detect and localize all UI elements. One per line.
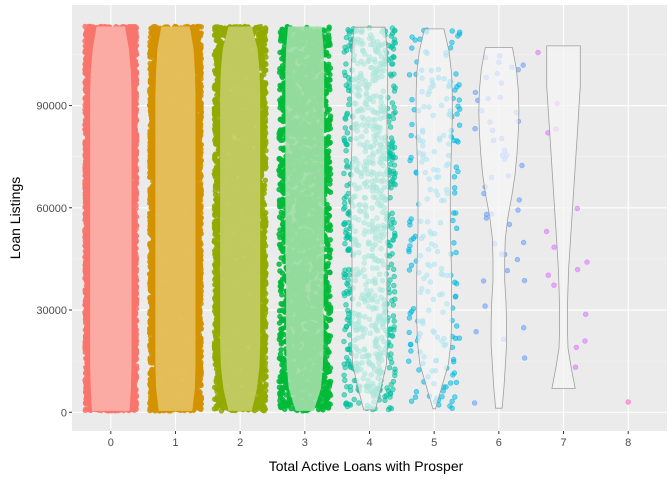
chart-root: 0300006000090000 012345678 Total Active … (0, 0, 672, 480)
violin-jitter-chart: 0300006000090000 012345678 Total Active … (0, 0, 672, 480)
